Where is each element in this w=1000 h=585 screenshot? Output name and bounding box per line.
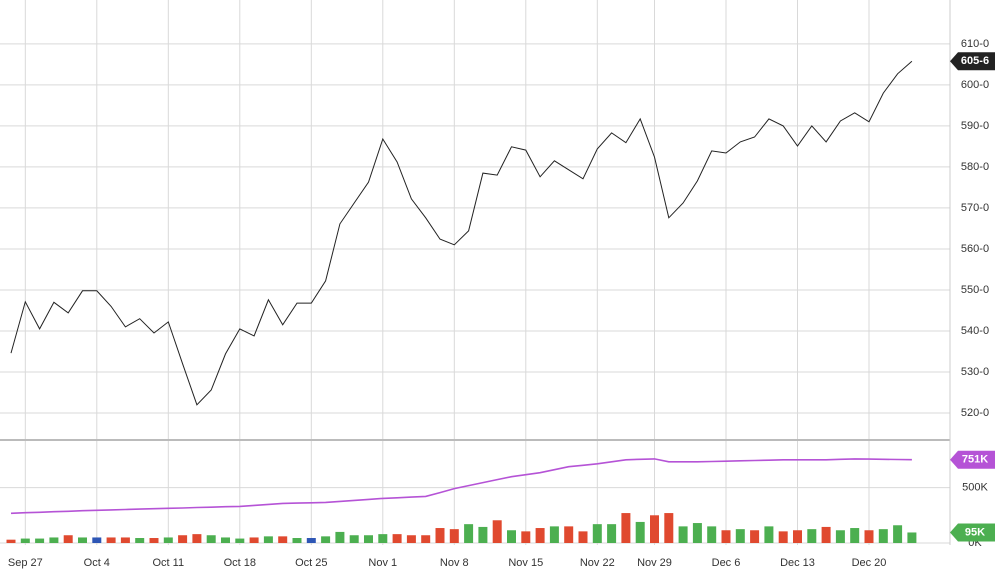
volume-bar	[464, 524, 474, 544]
volume-bar	[120, 537, 130, 544]
volume-bar	[821, 526, 831, 544]
volume-bar	[392, 534, 402, 544]
volume-bar	[63, 535, 73, 544]
line	[10, 458, 912, 515]
volume-bar	[20, 538, 30, 544]
volume-bar	[135, 538, 145, 544]
volume-bar	[92, 537, 102, 544]
volume-bar	[378, 534, 388, 544]
y-tick-label: 590-0	[961, 120, 989, 132]
y-tick-label: 570-0	[961, 202, 989, 214]
volume-bar	[435, 528, 445, 544]
x-tick-label: Oct 18	[224, 557, 256, 569]
volume-bar	[478, 526, 488, 544]
volume-bar	[206, 535, 216, 544]
volume-bar	[406, 535, 416, 544]
x-tick-label: Dec 13	[780, 557, 815, 569]
volume-bar	[163, 537, 173, 544]
volume-bar	[607, 524, 617, 544]
volume-bar	[850, 528, 860, 544]
volume-bar	[807, 529, 817, 544]
volume-bar	[149, 538, 159, 544]
y-tick-label: 540-0	[961, 325, 989, 337]
badge-label: 751K	[962, 454, 988, 466]
volume-bar	[49, 537, 59, 544]
volume-bar	[692, 523, 702, 544]
volume-bar	[106, 537, 116, 544]
y-tick-label: 500K	[962, 481, 988, 493]
volume-bar	[835, 530, 845, 544]
y-tick-label: 550-0	[961, 284, 989, 296]
y-tick-label: 530-0	[961, 366, 989, 378]
x-tick-label: Oct 11	[153, 557, 185, 569]
x-tick-label: Dec 6	[712, 557, 741, 569]
volume-bar	[549, 526, 559, 544]
volume-bar	[592, 524, 602, 544]
x-tick-label: Nov 15	[508, 557, 543, 569]
volume-bar	[878, 529, 888, 544]
volume-bar	[6, 539, 16, 544]
badge-label: 95K	[965, 526, 985, 538]
volume-bar	[78, 537, 87, 544]
volume-bar	[793, 530, 802, 544]
volume-bar	[535, 528, 545, 544]
x-tick-label: Nov 29	[637, 557, 672, 569]
volume-bar	[321, 536, 331, 544]
volume-bar	[349, 535, 359, 544]
volume-bar	[178, 535, 188, 544]
volume-bar	[764, 526, 774, 544]
volume-bar	[364, 535, 373, 544]
volume-bar	[263, 536, 273, 544]
y-tick-label: 560-0	[961, 243, 989, 255]
volume-bar	[278, 536, 288, 544]
price-badge	[950, 52, 995, 71]
x-tick-label: Oct 25	[295, 557, 327, 569]
volume-bar	[192, 534, 202, 544]
volume-bar	[864, 530, 874, 544]
price-badge	[950, 450, 995, 469]
y-tick-label: 610-0	[961, 38, 989, 50]
volume-bar	[249, 537, 259, 544]
badge-label: 605-6	[961, 55, 989, 67]
price-badge	[950, 523, 995, 542]
volume-bar	[678, 526, 688, 544]
y-tick-label: 600-0	[961, 79, 989, 91]
volume-bar	[335, 531, 345, 544]
volume-bar	[421, 535, 431, 544]
volume-bar	[907, 532, 917, 544]
x-tick-label: Oct 4	[84, 557, 110, 569]
volume-bar	[750, 530, 760, 544]
volume-bar	[449, 529, 459, 544]
line	[10, 60, 913, 406]
volume-bar	[292, 538, 302, 544]
volume-bar	[635, 521, 645, 544]
volume-bar	[893, 525, 903, 544]
volume-bar	[578, 531, 588, 544]
volume-bar	[664, 513, 674, 544]
volume-bar	[707, 526, 717, 544]
volume-bar	[306, 538, 316, 544]
volume-bar	[564, 526, 574, 544]
x-tick-label: Nov 22	[580, 557, 615, 569]
x-tick-label: Nov 1	[368, 557, 397, 569]
y-tick-label: 520-0	[961, 407, 989, 419]
volume-bar	[778, 531, 788, 544]
volume-bar	[621, 513, 631, 544]
x-tick-label: Dec 20	[852, 557, 887, 569]
volume-bar	[235, 538, 245, 544]
x-tick-label: Sep 27	[8, 557, 43, 569]
volume-bar	[521, 531, 531, 544]
volume-bar	[735, 529, 745, 544]
volume-bar	[492, 520, 502, 544]
y-tick-label: 580-0	[961, 161, 989, 173]
x-tick-label: Nov 8	[440, 557, 469, 569]
volume-bar	[650, 515, 659, 544]
volume-bar	[221, 537, 230, 544]
volume-bar	[721, 530, 731, 544]
volume-bar	[507, 530, 516, 544]
volume-bar	[35, 538, 45, 544]
